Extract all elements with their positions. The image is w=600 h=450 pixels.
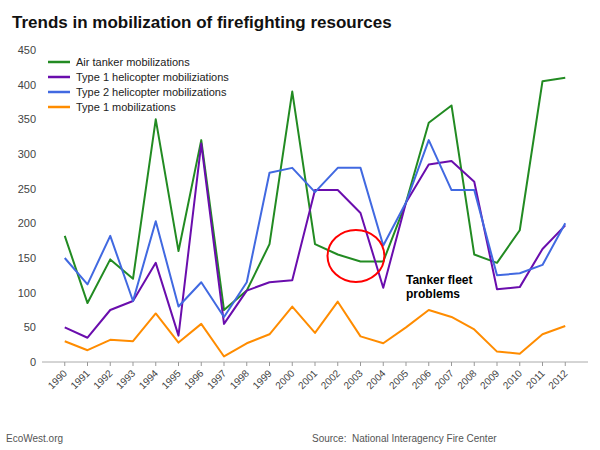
x-tick-label: 2001 [296, 367, 320, 391]
x-tick-label: 1994 [137, 367, 161, 391]
legend-swatch [48, 76, 70, 79]
x-tick-label: 2011 [524, 367, 547, 390]
x-axis: 1990199119921993199419951996199719981999… [42, 362, 588, 391]
x-tick-label: 1996 [182, 367, 206, 391]
x-tick-label: 1999 [250, 367, 274, 391]
series-line [65, 144, 566, 338]
x-tick-label: 2008 [455, 367, 479, 391]
x-tick-label: 2003 [341, 367, 365, 391]
x-tick-label: 1990 [46, 367, 70, 391]
x-tick [406, 362, 407, 366]
x-tick-label: 2002 [319, 367, 343, 391]
legend-label: Type 1 helicopter mobiliziations [76, 71, 229, 83]
y-tick-label: 350 [18, 113, 36, 125]
x-tick [428, 362, 429, 366]
x-tick [383, 362, 384, 366]
x-tick-label: 2006 [410, 367, 434, 391]
x-tick [155, 362, 156, 366]
x-tick-label: 2004 [364, 367, 388, 391]
x-tick-label: 2010 [501, 367, 525, 391]
y-tick-label: 150 [18, 252, 36, 264]
annotation-line: problems [406, 287, 460, 301]
series-line [65, 302, 566, 357]
x-tick-label: 2007 [432, 367, 456, 391]
x-tick [315, 362, 316, 366]
y-axis: 0 50 100 150 200 250 300 350 400 450 [18, 44, 36, 368]
x-tick [201, 362, 202, 366]
legend-swatch [48, 61, 70, 64]
legend-swatch [48, 106, 70, 109]
series-lines [65, 78, 566, 357]
x-tick-label: 1998 [228, 367, 252, 391]
series-line [65, 140, 566, 317]
annotation-text: Tanker fleetproblems [406, 273, 472, 301]
x-tick-label: 1991 [68, 367, 92, 391]
annotation-line: Tanker fleet [406, 273, 472, 287]
x-tick [337, 362, 338, 366]
y-tick-label: 450 [18, 44, 36, 56]
annotation-ellipse [328, 230, 385, 282]
credit: EcoWest.org [6, 433, 63, 444]
x-tick [64, 362, 65, 366]
x-tick [497, 362, 498, 366]
x-tick-label: 2012 [546, 367, 570, 391]
annotations: Tanker fleetproblems [328, 230, 473, 301]
x-tick [110, 362, 111, 366]
legend: Air tanker mobilizations Type 1 helicopte… [48, 56, 229, 113]
chart: Trends in mobilization of firefighting r… [0, 0, 600, 450]
source: Source: National Interagency Fire Center [312, 433, 497, 444]
x-tick-label: 2000 [273, 367, 297, 391]
x-tick [133, 362, 134, 366]
y-tick-label: 400 [18, 79, 36, 91]
x-tick-label: 1993 [114, 367, 138, 391]
x-tick [269, 362, 270, 366]
y-tick-label: 0 [30, 356, 36, 368]
y-tick-label: 300 [18, 148, 36, 160]
y-tick-label: 250 [18, 183, 36, 195]
y-tick-label: 50 [24, 321, 36, 333]
y-tick-label: 100 [18, 287, 36, 299]
x-tick [224, 362, 225, 366]
x-tick-label: 2009 [478, 367, 502, 391]
legend-label: Type 2 helicopter mobilizations [76, 86, 227, 98]
x-tick [178, 362, 179, 366]
x-tick [519, 362, 520, 366]
legend-swatch [48, 91, 70, 94]
x-tick [360, 362, 361, 366]
x-tick [451, 362, 452, 366]
x-tick [246, 362, 247, 366]
x-tick-label: 1997 [205, 367, 229, 391]
x-tick [565, 362, 566, 366]
title: Trends in mobilization of firefighting r… [12, 13, 392, 32]
x-tick [542, 362, 543, 366]
x-tick-label: 1992 [91, 367, 115, 391]
x-tick [87, 362, 88, 366]
y-tick-label: 200 [18, 217, 36, 229]
legend-label: Type 1 mobilizations [76, 101, 176, 113]
x-tick-label: 1995 [159, 367, 183, 391]
legend-label: Air tanker mobilizations [76, 56, 190, 68]
x-tick [292, 362, 293, 366]
x-tick-label: 2005 [387, 367, 411, 391]
x-tick [474, 362, 475, 366]
